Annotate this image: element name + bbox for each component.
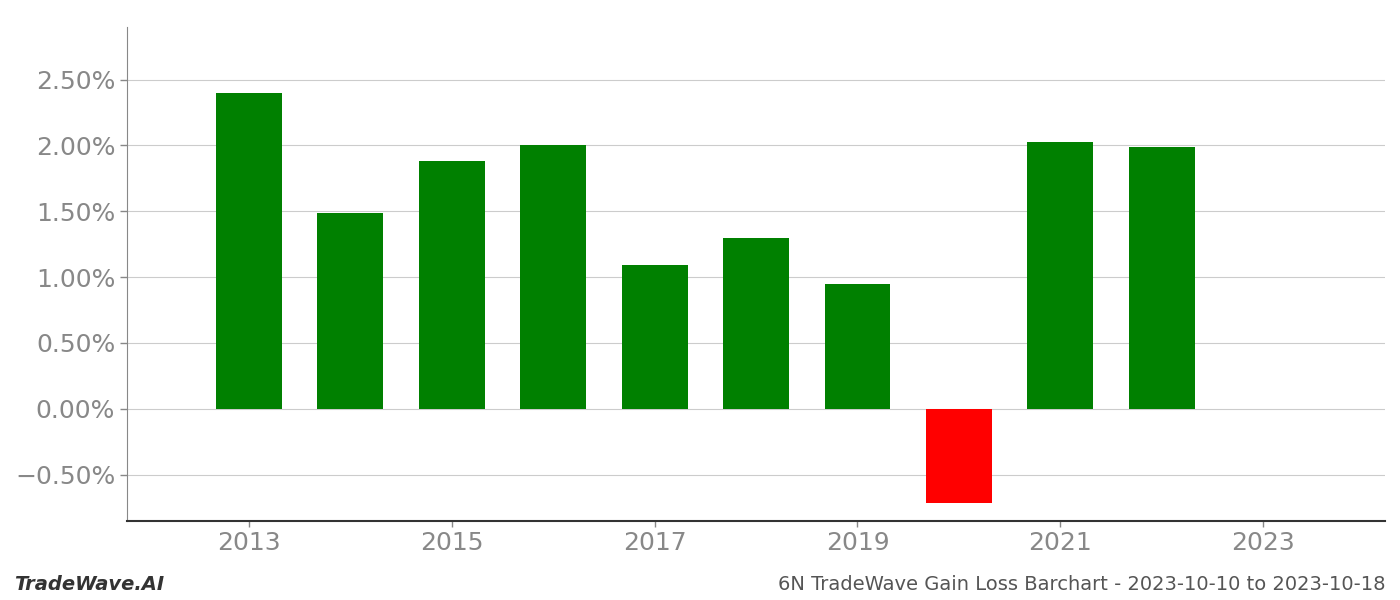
Bar xyxy=(216,93,281,409)
Bar xyxy=(1128,147,1194,409)
Bar xyxy=(622,265,687,409)
Bar xyxy=(521,145,587,409)
Bar xyxy=(722,238,790,409)
Bar xyxy=(318,212,384,409)
Bar xyxy=(1028,142,1093,409)
Bar xyxy=(925,409,991,503)
Text: TradeWave.AI: TradeWave.AI xyxy=(14,575,164,594)
Text: 6N TradeWave Gain Loss Barchart - 2023-10-10 to 2023-10-18: 6N TradeWave Gain Loss Barchart - 2023-1… xyxy=(778,575,1386,594)
Bar xyxy=(825,284,890,409)
Bar xyxy=(419,161,484,409)
